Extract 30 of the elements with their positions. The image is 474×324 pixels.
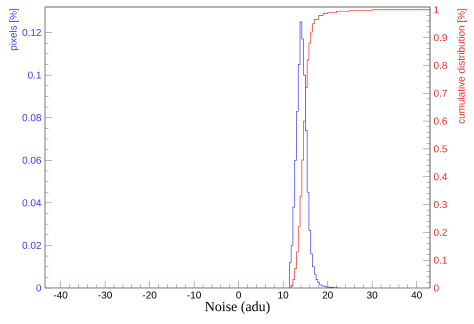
y2-tick-label: 0.6: [434, 118, 447, 125]
y-tick-label: 0.06: [22, 156, 42, 164]
x-tick-label: 0: [236, 292, 242, 299]
y2-tick-label: 0.5: [434, 145, 447, 152]
x-tick-label: -10: [187, 292, 201, 299]
x-tick-label: 20: [322, 292, 333, 299]
x-tick-label: -40: [54, 292, 68, 299]
y-tick-label: 0.04: [22, 199, 42, 206]
y2-tick-label: 0.1: [434, 256, 447, 264]
y2-tick-label: 1: [434, 6, 439, 14]
y-tick-label: 0.02: [22, 242, 41, 249]
y2-tick-label: 0.2: [434, 228, 447, 236]
x-tick-label: -30: [98, 292, 112, 299]
y2-tick-label: 0.9: [434, 34, 447, 42]
y2-axis-title: cumulative distribution [%]: [457, 8, 467, 124]
y2-tick-label: 0.8: [434, 62, 447, 69]
x-tick-label: -20: [142, 292, 156, 299]
y-axis-title: pixels [%]: [9, 8, 19, 50]
y2-tick-label: 0.7: [434, 90, 447, 97]
y2-tick-label: 0.4: [434, 173, 448, 180]
x-tick-label: 30: [366, 292, 378, 299]
x-tick-label: 40: [411, 292, 422, 299]
y-tick-label: 0: [36, 284, 42, 292]
x-tick-label: 10: [278, 292, 288, 299]
y-tick-label: 0.1: [28, 72, 41, 79]
y-tick-label: 0.08: [22, 114, 42, 122]
y2-tick-label: 0.3: [434, 201, 447, 208]
x-axis-title: Noise (adu): [205, 301, 270, 314]
y-tick-label: 0.12: [22, 29, 41, 36]
y2-tick-label: 0: [434, 284, 439, 292]
